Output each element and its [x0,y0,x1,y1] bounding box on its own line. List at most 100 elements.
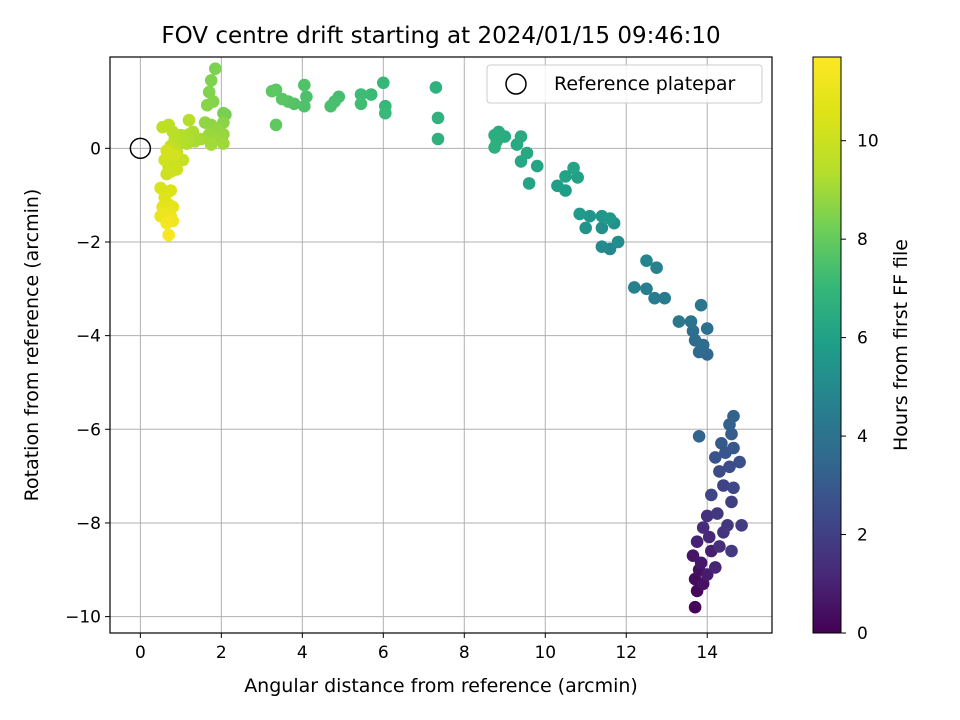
x-tick-label: 2 [216,643,227,663]
data-point [217,137,230,150]
data-point [595,240,609,253]
x-tick-label: 14 [696,643,718,663]
data-point [514,130,528,143]
data-point [717,479,730,492]
data-point [686,549,700,562]
data-point [275,92,289,106]
x-tick-label: 10 [534,643,556,663]
colorbar-tick-label: 2 [857,526,868,546]
data-point [571,171,584,184]
data-point [709,451,722,464]
data-point [431,111,445,125]
data-point [154,181,167,195]
grid-lines [110,57,772,633]
data-point [379,106,392,120]
data-point [702,530,716,544]
colorbar-ticks: 0 2 4 6 8 10 [841,132,879,644]
data-point [182,113,196,127]
data-point [324,99,338,113]
data-point [300,90,313,104]
colorbar-tick-label: 4 [857,427,868,447]
y-tick-label: −2 [76,233,101,253]
data-point [559,170,572,183]
data-point [672,315,686,328]
data-point [530,159,544,173]
data-point [520,146,534,160]
data-point [727,409,740,423]
data-point [265,84,279,98]
y-tick-label: −10 [65,608,101,628]
legend: Reference platepar [486,64,763,104]
x-axis-ticks: 0 2 4 6 8 10 12 14 [135,633,718,663]
data-point [364,88,378,101]
legend-box [486,64,763,104]
data-point [298,78,311,92]
y-tick-label: −6 [76,420,101,440]
x-tick-label: 0 [135,643,146,663]
data-point [579,221,592,235]
x-tick-label: 12 [615,643,637,663]
data-point [694,556,708,570]
data-point [160,144,173,157]
data-point [725,544,738,558]
data-point [700,509,714,523]
colorbar-tick-label: 8 [857,230,868,250]
data-point [690,535,704,548]
data-point [727,441,740,455]
reference-platepar-marker [129,137,152,160]
data-point [705,488,718,502]
data-point [715,437,728,450]
colorbar [812,56,842,634]
data-point [686,324,700,338]
colorbar-tick-label: 10 [857,132,879,152]
data-point [583,209,597,223]
data-point [723,460,736,474]
data-point [713,540,726,553]
data-point [170,163,184,176]
data-point [431,132,445,146]
data-point [733,455,746,469]
data-point [700,568,714,581]
data-point [725,427,738,441]
data-point [156,120,169,134]
data-point [209,62,222,75]
data-point [700,322,714,335]
data-point [488,141,501,154]
chart-title: FOV centre drift starting at 2024/01/15 … [161,23,720,49]
data-point [200,98,214,112]
data-point [429,81,443,94]
data-point [522,177,536,190]
plot-frame [109,56,773,634]
data-point [709,561,722,574]
data-point [692,430,706,443]
y-axis-ticks: 0 −2 −4 −6 −8 −10 [65,139,110,628]
data-point [721,519,734,532]
y-tick-label: 0 [90,139,101,159]
reference-marker [129,137,152,160]
colorbar-tick-label: 6 [857,329,868,349]
x-tick-label: 6 [378,643,389,663]
data-point [688,600,702,614]
data-point [684,315,698,328]
data-point [573,207,586,221]
x-tick-label: 4 [297,643,308,663]
y-tick-label: −4 [76,327,101,347]
data-points [154,62,748,614]
data-point [725,495,738,509]
data-point [711,507,724,520]
data-point [354,97,368,111]
legend-reference-marker [505,73,527,95]
data-point [694,298,708,312]
data-point [567,161,580,175]
data-point [160,216,173,230]
data-point [595,221,609,235]
data-point [198,116,212,129]
data-point [658,291,671,305]
data-point [269,118,283,132]
colorbar-tick-label: 0 [857,624,868,644]
data-point [640,254,653,267]
data-point [727,481,740,495]
data-point [713,465,726,478]
data-point [650,261,663,275]
